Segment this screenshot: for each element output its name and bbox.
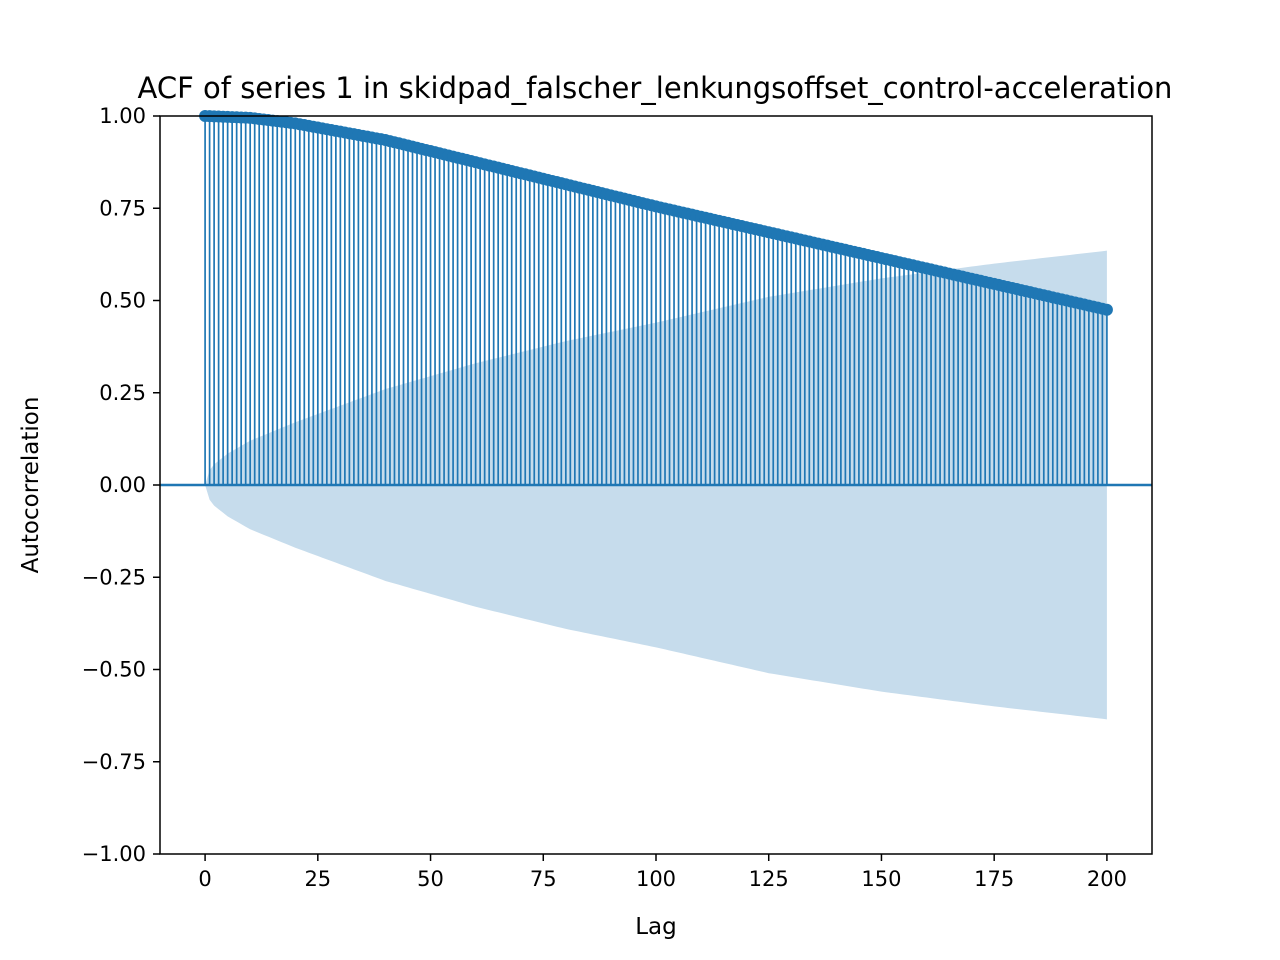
y-tick-label: 0.00 — [99, 473, 146, 497]
y-tick-label: −0.50 — [82, 658, 146, 682]
y-axis-label: Autocorrelation — [18, 397, 44, 574]
y-tick-label: −0.25 — [82, 565, 146, 589]
y-tick-label: 0.50 — [99, 289, 146, 313]
y-tick-label: 1.00 — [99, 104, 146, 128]
chart-title: ACF of series 1 in skidpad_falscher_lenk… — [138, 71, 1173, 105]
x-tick-label: 125 — [749, 867, 789, 891]
y-axis: 1.00 0.75 0.50 0.25 0.00 −0.25 −0.50 −0.75 −1.00 — [82, 104, 160, 866]
y-tick-label: 0.25 — [99, 381, 146, 405]
x-tick-label: 25 — [304, 867, 331, 891]
plot-area — [160, 110, 1152, 720]
y-tick-label: 0.75 — [99, 196, 146, 220]
x-tick-label: 0 — [198, 867, 211, 891]
x-axis-label: Lag — [635, 914, 677, 940]
x-tick-label: 100 — [636, 867, 676, 891]
y-tick-label: −0.75 — [82, 750, 146, 774]
x-axis: 0 25 50 75 100 125 150 175 200 — [198, 854, 1127, 891]
x-tick-label: 200 — [1087, 867, 1127, 891]
x-tick-label: 150 — [861, 867, 901, 891]
y-tick-label: −1.00 — [82, 842, 146, 866]
x-tick-label: 75 — [530, 867, 557, 891]
acf-point — [1100, 303, 1113, 316]
x-tick-label: 50 — [417, 867, 444, 891]
x-tick-label: 175 — [974, 867, 1014, 891]
